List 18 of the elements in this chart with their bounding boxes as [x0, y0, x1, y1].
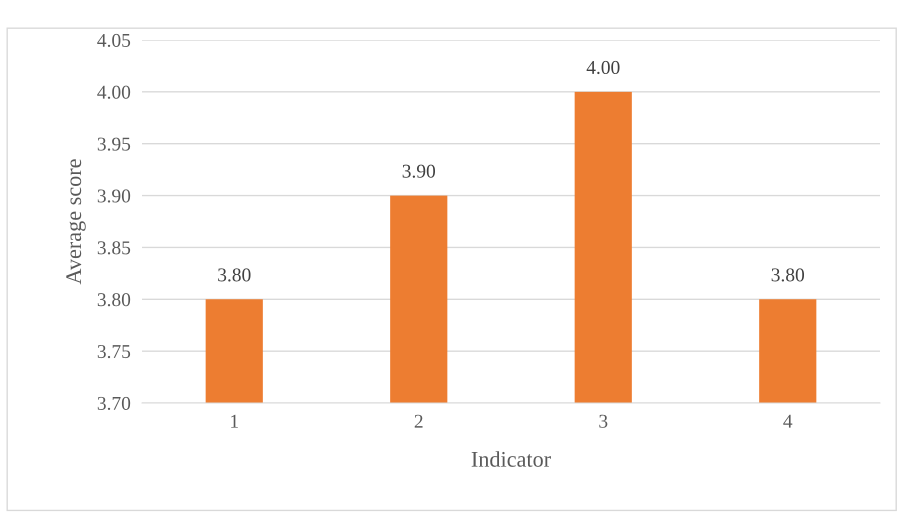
y-axis-title: Average score: [66, 159, 86, 284]
y-tick-label: 3.75: [98, 345, 130, 358]
x-tick-label: 3: [599, 414, 608, 428]
y-tick-label: 3.95: [98, 138, 130, 151]
y-tick-label: 3.80: [98, 293, 130, 306]
x-tick-label: 4: [783, 414, 792, 428]
x-tick-label: 2: [414, 414, 423, 428]
x-tick-label: 1: [231, 414, 238, 428]
data-label: 3.80: [772, 268, 804, 282]
y-tick-label: 4.05: [97, 34, 130, 48]
data-label: 3.90: [402, 164, 436, 178]
y-tick-label: 3.85: [98, 241, 130, 254]
data-label: 3.80: [218, 268, 251, 282]
y-tick-label: 3.70: [98, 396, 130, 410]
x-axis-title: Indicator: [472, 451, 551, 467]
y-tick-label: 3.90: [98, 189, 130, 203]
y-tick-label: 4.00: [97, 86, 130, 99]
data-label: 4.00: [586, 60, 620, 74]
